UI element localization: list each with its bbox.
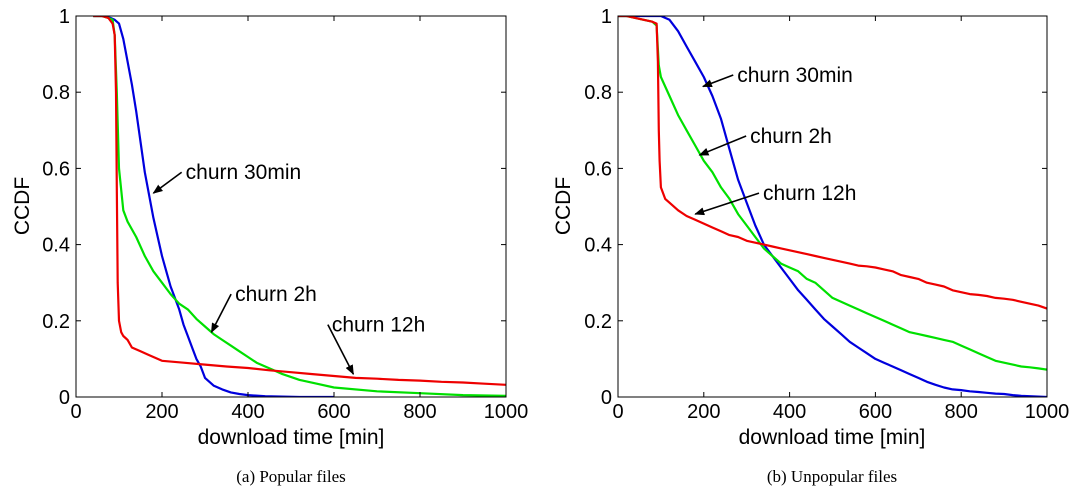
panel-a-xtick-label: 600 xyxy=(317,401,350,423)
panel-a-series-churn-12h xyxy=(93,16,506,386)
panel-a-annotation-churn-30min: churn 30min xyxy=(186,161,302,184)
panel-a-xtick-label: 0 xyxy=(70,401,81,423)
panel-b-ytick-label: 0.2 xyxy=(584,311,612,333)
panel-a-ytick-label: 0.8 xyxy=(42,82,70,104)
panel-b-xtick-label: 0 xyxy=(612,401,623,423)
panel-b-plot-frame xyxy=(617,15,1048,398)
panel-a-ytick-label: 0.6 xyxy=(42,158,70,180)
panel-a-ytick-label: 0 xyxy=(59,387,70,409)
panel-b-series-churn-30min xyxy=(618,16,1047,397)
panel-b-annotation-arrow xyxy=(698,135,747,156)
panel-b-series xyxy=(618,16,1047,397)
panel-b-xtick-label: 1000 xyxy=(1025,401,1070,423)
panel-a-series xyxy=(93,16,506,397)
panel-b-annotation-arrow xyxy=(694,192,760,216)
panel-a-axes: 0 200 400 600 800 1000 0 0.2 0.4 0.6 0.8 1 xyxy=(42,6,528,423)
panel-b-xtick-label: 400 xyxy=(773,401,806,423)
panel-a-series-churn-30min xyxy=(93,16,334,397)
panel-b-series-churn-2h xyxy=(618,16,1047,371)
panel-a-annotation-churn-12h: churn 12h xyxy=(332,314,425,337)
panel-a-caption: (a) Popular files xyxy=(236,467,346,486)
panel-b-annotations: churn 30min churn 2h churn 12h xyxy=(694,64,856,216)
panel-a-annotation-arrow xyxy=(327,324,355,376)
panel-a-xtick-label: 400 xyxy=(231,401,264,423)
panel-a-xlabel: download time [min] xyxy=(198,426,385,449)
panel-b-ytick-label: 1 xyxy=(601,6,612,28)
panel-b-annotation-churn-12h: churn 12h xyxy=(763,182,856,205)
panel-a-annotations: churn 30min churn 2h churn 12h xyxy=(152,161,425,376)
panel-a-xtick-label: 200 xyxy=(145,401,178,423)
panel-b: 0 200 400 600 800 1000 0 0.2 0.4 0.6 0.8 1 churn 30… xyxy=(552,6,1069,486)
panel-b-xtick-label: 600 xyxy=(859,401,892,423)
panel-b-xlabel: download time [min] xyxy=(739,426,926,449)
panel-b-series-churn-12h xyxy=(618,16,1047,310)
panel-b-caption: (b) Unpopular files xyxy=(767,467,897,486)
panel-a-series-churn-2h xyxy=(93,16,506,397)
panel-b-ytick-label: 0.8 xyxy=(584,82,612,104)
panel-b-ytick-label: 0 xyxy=(601,387,612,409)
panel-a-ytick-label: 1 xyxy=(59,6,70,28)
panel-a-ylabel: CCDF xyxy=(11,177,34,235)
panel-a-xtick-label: 1000 xyxy=(484,401,529,423)
panel-b-xtick-label: 800 xyxy=(945,401,978,423)
panel-b-annotation-arrow xyxy=(702,74,734,88)
panel-a-xtick-label: 800 xyxy=(403,401,436,423)
panel-b-ytick-label: 0.4 xyxy=(584,235,612,257)
panel-b-annotation-churn-30min: churn 30min xyxy=(737,64,853,87)
panel-a-plot-frame xyxy=(75,15,507,398)
panel-a-annotation-arrow xyxy=(152,171,183,194)
panel-a-annotation-arrow xyxy=(210,293,232,334)
panel-b-annotation-churn-2h: churn 2h xyxy=(750,125,832,148)
panel-b-axes: 0 200 400 600 800 1000 0 0.2 0.4 0.6 0.8 1 xyxy=(584,6,1069,423)
panel-b-xtick-label: 200 xyxy=(687,401,720,423)
panel-b-ylabel: CCDF xyxy=(552,177,575,235)
panel-a: 0 200 400 600 800 1000 0 0.2 0.4 0.6 0.8 1 churn 30… xyxy=(11,6,528,486)
panel-a-ytick-label: 0.2 xyxy=(42,311,70,333)
panel-a-annotation-churn-2h: churn 2h xyxy=(235,283,317,306)
panel-b-ytick-label: 0.6 xyxy=(584,158,612,180)
panel-a-ytick-label: 0.4 xyxy=(42,235,70,257)
